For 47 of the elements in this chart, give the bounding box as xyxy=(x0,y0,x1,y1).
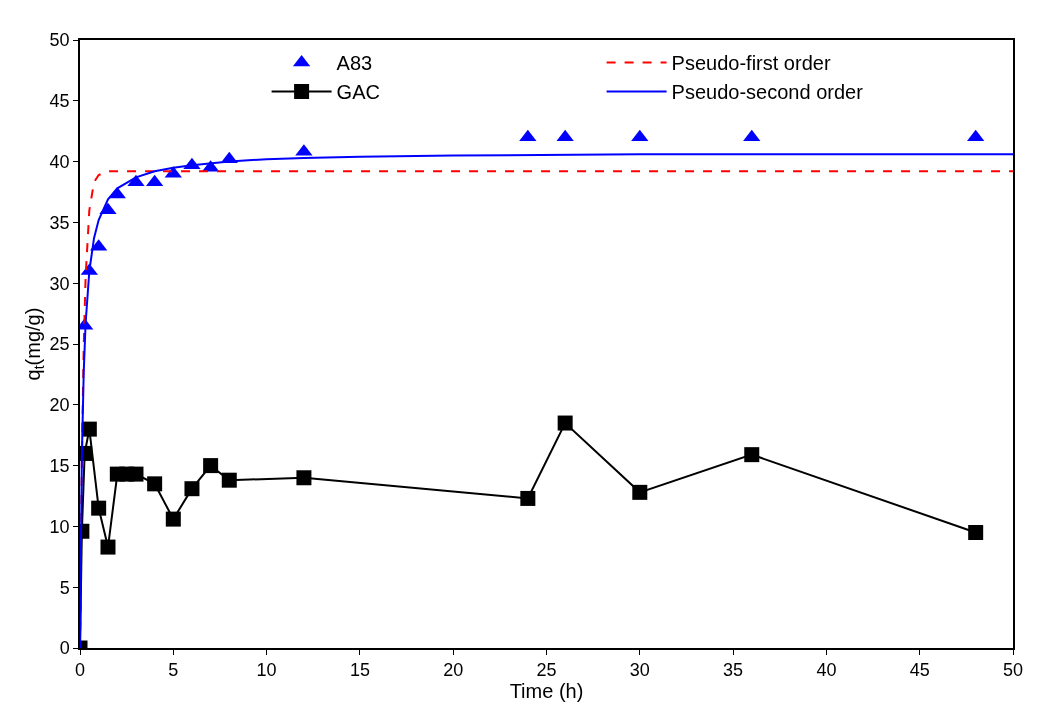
x-tick-label: 5 xyxy=(168,660,179,681)
point xyxy=(165,511,181,527)
x-tick-label: 30 xyxy=(629,660,650,681)
x-axis-title: Time (h) xyxy=(509,680,584,703)
point xyxy=(632,484,648,500)
x-tick-label: 35 xyxy=(723,660,744,681)
y-tick-label: 15 xyxy=(49,455,70,476)
y-tick-label: 25 xyxy=(49,334,70,355)
y-tick-label: 40 xyxy=(49,151,70,172)
y-tick-label: 0 xyxy=(59,638,70,659)
point xyxy=(296,470,312,486)
x-tick-label: 50 xyxy=(1002,660,1024,681)
y-tick-label: 50 xyxy=(49,30,70,51)
y-tick-label: 45 xyxy=(49,91,70,112)
point xyxy=(128,466,144,482)
point xyxy=(203,458,219,474)
x-tick-label: 20 xyxy=(443,660,464,681)
legend-label: Pseudo-second order xyxy=(671,81,864,104)
legend-label: A83 xyxy=(336,52,373,75)
point xyxy=(147,476,163,492)
y-tick-label: 10 xyxy=(49,516,70,537)
x-tick-label: 10 xyxy=(256,660,277,681)
y-tick-label: 20 xyxy=(49,395,70,416)
point xyxy=(743,129,761,142)
point xyxy=(100,539,116,555)
point xyxy=(744,447,760,463)
point xyxy=(91,500,107,516)
legend-label: GAC xyxy=(336,81,380,104)
x-tick-label: 40 xyxy=(816,660,837,681)
point xyxy=(221,472,237,488)
point xyxy=(184,481,200,497)
point xyxy=(519,129,537,142)
legend-label: Pseudo-first order xyxy=(671,52,831,75)
point xyxy=(556,129,574,142)
point xyxy=(81,421,97,437)
x-tick-label: 15 xyxy=(349,660,370,681)
y-tick-label: 30 xyxy=(49,273,70,294)
x-tick-label: 25 xyxy=(536,660,557,681)
point xyxy=(631,129,649,142)
y-tick-label: 5 xyxy=(59,577,70,598)
y-tick-label: 35 xyxy=(49,212,70,233)
point xyxy=(557,415,573,431)
point xyxy=(967,129,985,142)
x-tick-label: 45 xyxy=(909,660,930,681)
x-tick-label: 0 xyxy=(74,660,86,681)
point xyxy=(968,524,984,540)
point xyxy=(520,490,536,506)
